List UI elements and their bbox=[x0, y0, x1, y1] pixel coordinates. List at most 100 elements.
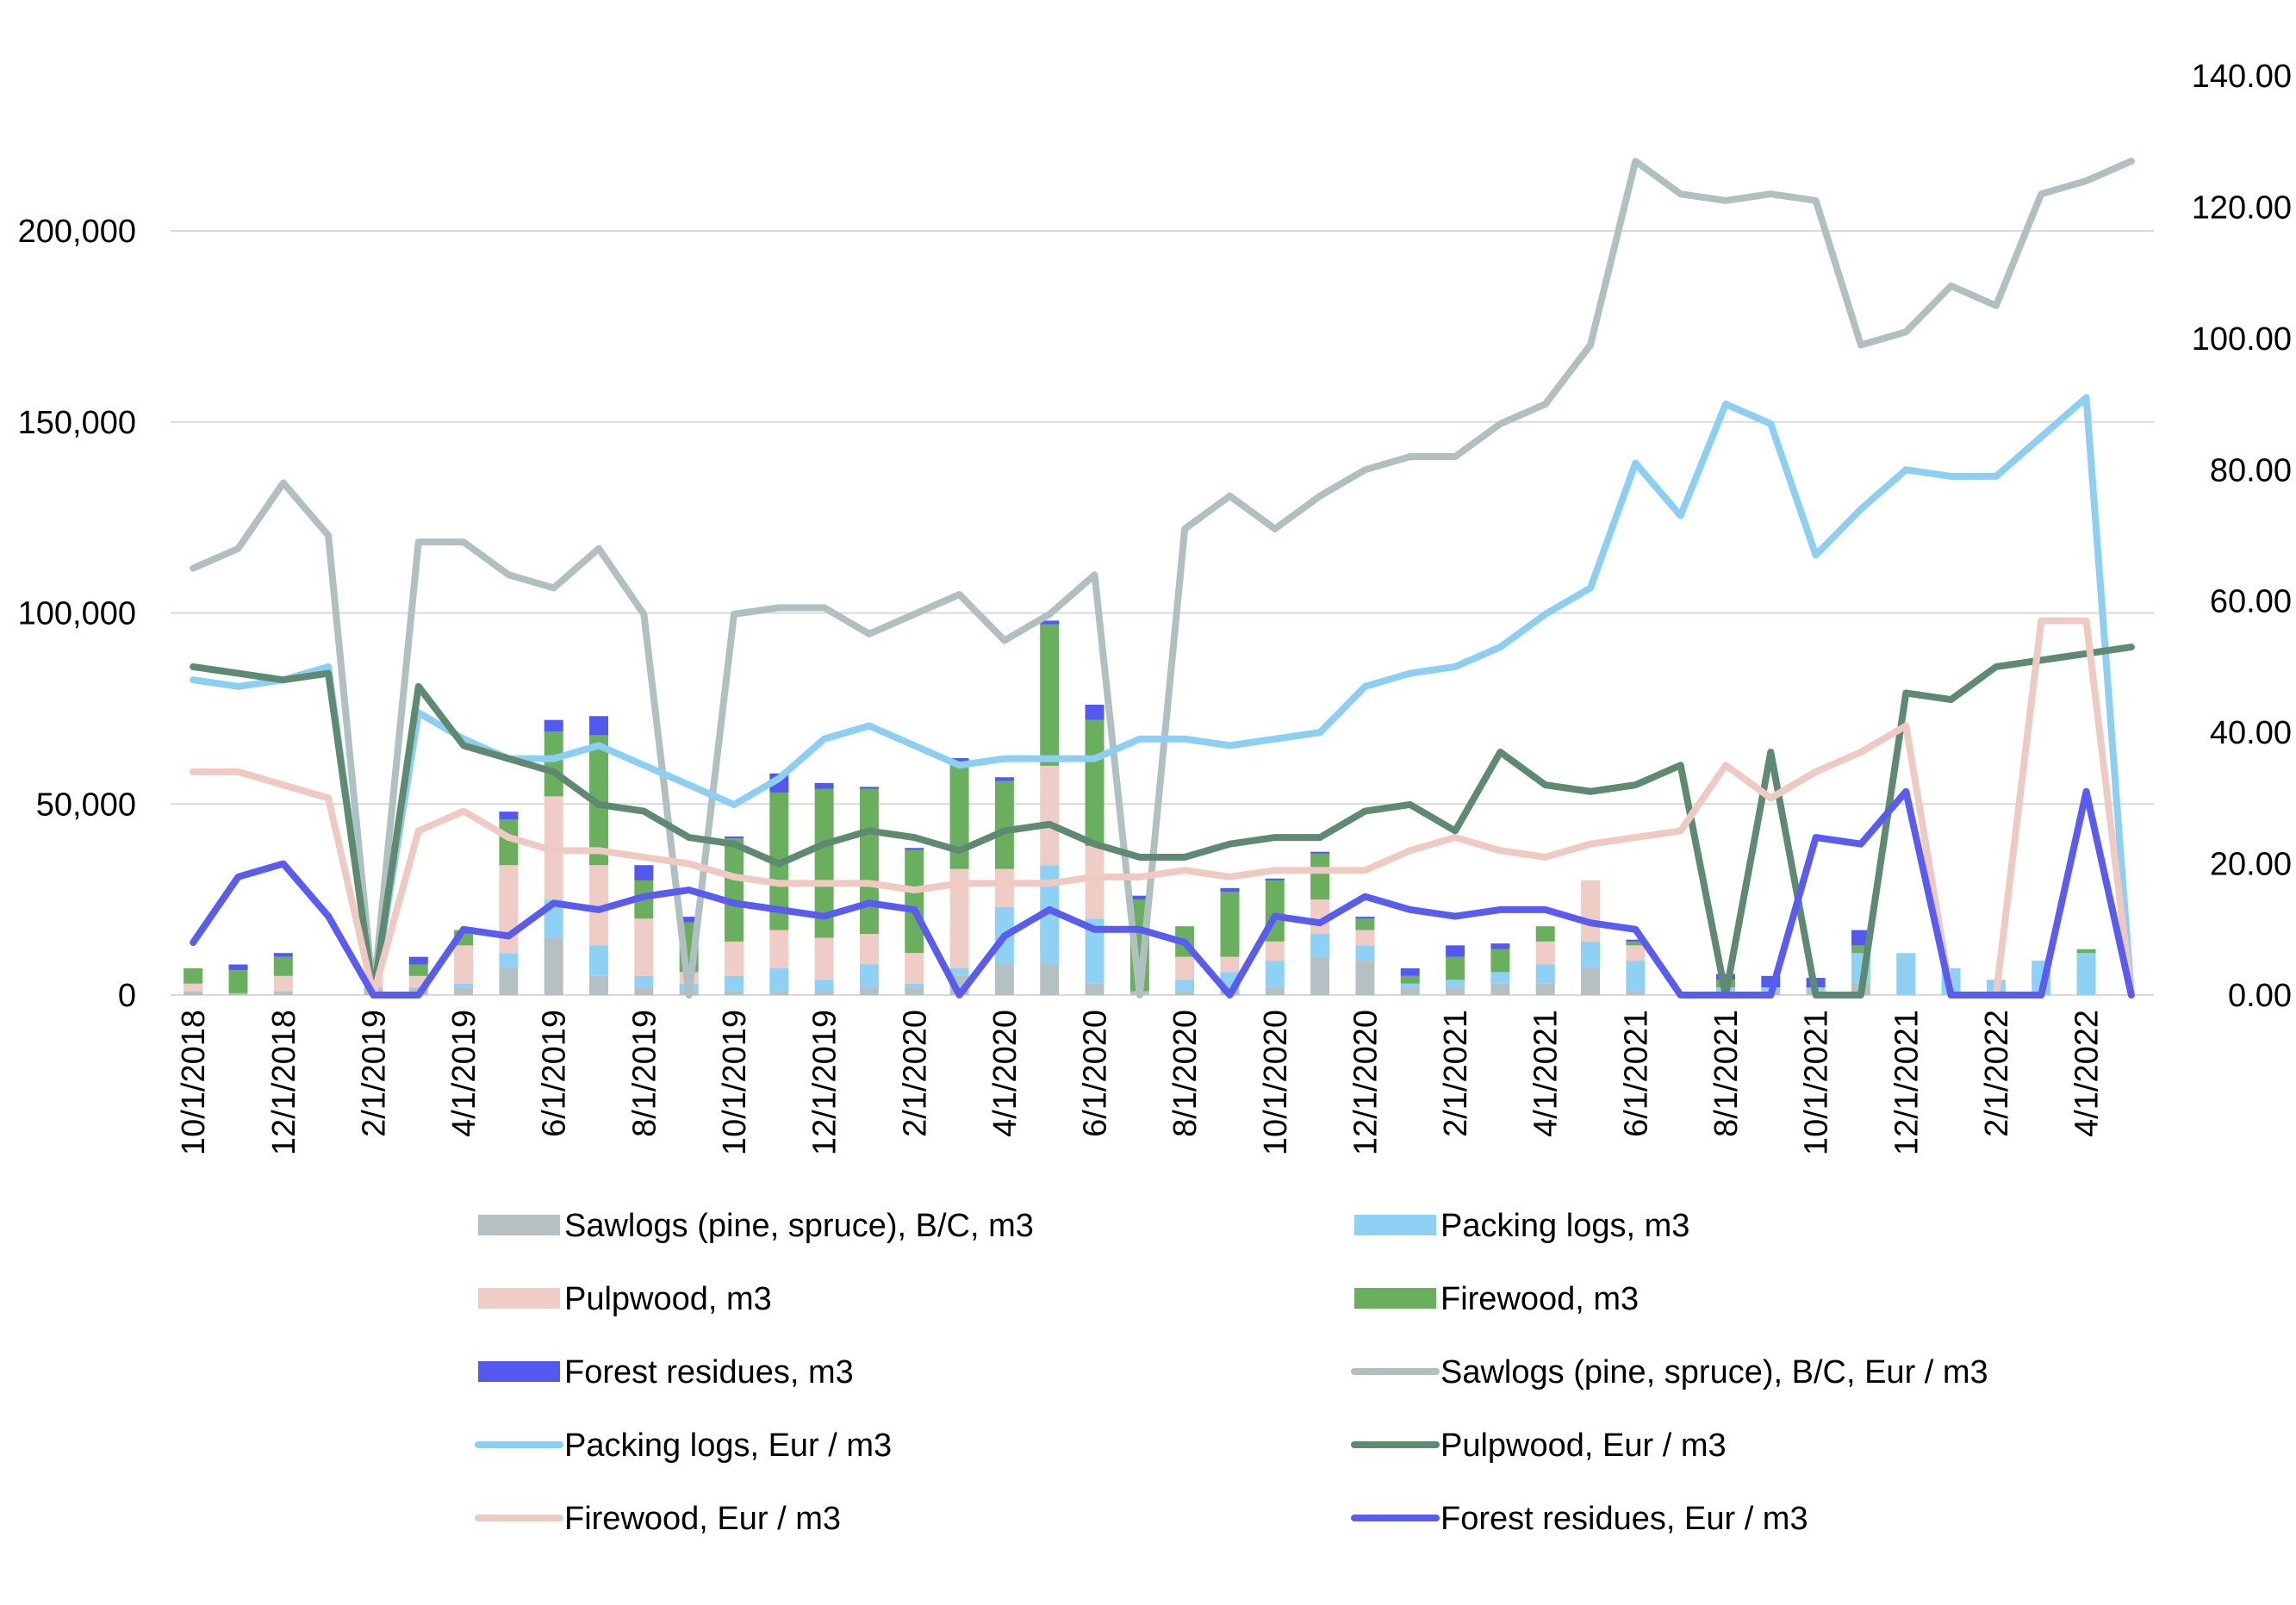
bar-1-11/1/2018 bbox=[228, 992, 248, 995]
x-axis-tick-label: 2/1/2022 bbox=[1979, 1010, 2015, 1137]
line-series-3 bbox=[190, 644, 2135, 998]
x-axis-tick-label: 8/1/2021 bbox=[1708, 1010, 1745, 1137]
x-axis-tick-label: 6/1/2019 bbox=[537, 1010, 573, 1137]
bar-1-10/1/2018 bbox=[184, 991, 203, 995]
bar-5-9/1/2020 bbox=[1220, 887, 1240, 893]
left-axis-tick-label: 150,000 bbox=[18, 405, 136, 441]
bar-5-4/1/2020 bbox=[994, 777, 1014, 781]
bar-4-6/1/2020 bbox=[1085, 719, 1104, 847]
line-series-5 bbox=[190, 787, 2135, 998]
bar-1-5/1/2021 bbox=[1581, 967, 1601, 995]
bar-3-10/1/2020 bbox=[1265, 941, 1285, 961]
bar-5-3/1/2020 bbox=[949, 758, 969, 762]
bar-3-1/1/2020 bbox=[859, 934, 879, 965]
legend-label: Firewood, Eur / m3 bbox=[564, 1501, 841, 1537]
bar-3-8/1/2020 bbox=[1175, 956, 1195, 980]
bar-4-11/1/2018 bbox=[228, 970, 248, 993]
bar-4-2/1/2021 bbox=[1446, 956, 1465, 980]
bar-3-10/1/2018 bbox=[184, 983, 203, 992]
legend: Sawlogs (pine, spruce), B/C, m3 Packing l… bbox=[475, 1208, 1988, 1537]
bar-1-8/1/2019 bbox=[634, 987, 654, 995]
bar-5-12/1/2018 bbox=[273, 953, 293, 957]
right-axis-tick-label: 20.00 bbox=[2210, 847, 2292, 883]
bar-2-8/1/2019 bbox=[634, 975, 654, 988]
bar-4-1/1/2020 bbox=[859, 788, 879, 935]
bar-2-5/1/2020 bbox=[1040, 865, 1060, 965]
legend-label: Pulpwood, m3 bbox=[564, 1281, 772, 1317]
bar-4-11/1/2021 bbox=[1851, 945, 1870, 954]
bar-2-6/1/2021 bbox=[1626, 961, 1646, 992]
bar-3-9/1/2020 bbox=[1220, 956, 1240, 973]
left-axis-ticks: 0 50,000 100,000 150,000 200,000 bbox=[18, 214, 136, 1014]
bar-2-8/1/2020 bbox=[1175, 980, 1195, 992]
x-axis-tick-label: 10/1/2021 bbox=[1799, 1010, 1835, 1155]
x-axis-tick-label: 8/1/2020 bbox=[1167, 1010, 1204, 1137]
bar-3-5/1/2021 bbox=[1581, 880, 1601, 942]
bar-3-8/1/2019 bbox=[634, 918, 654, 976]
bar-1-2/1/2020 bbox=[905, 987, 924, 995]
bar-5-10/1/2019 bbox=[724, 836, 744, 839]
left-axis-tick-label: 200,000 bbox=[18, 214, 136, 250]
legend-label: Pulpwood, Eur / m3 bbox=[1440, 1428, 1727, 1464]
bar-5-10/1/2020 bbox=[1265, 878, 1285, 880]
x-axis-tick-label: 12/1/2020 bbox=[1347, 1010, 1384, 1155]
bar-5-3/1/2021 bbox=[1490, 943, 1510, 949]
bar-5-1/1/2021 bbox=[1400, 967, 1420, 976]
legend-swatch bbox=[1354, 1288, 1436, 1309]
x-axis-tick-label: 12/1/2019 bbox=[807, 1010, 843, 1155]
legend-label: Sawlogs (pine, spruce), B/C, m3 bbox=[564, 1208, 1034, 1244]
bar-4-4/1/2020 bbox=[994, 781, 1014, 869]
bar-5-7/1/2019 bbox=[589, 716, 609, 736]
bar-2-10/1/2020 bbox=[1265, 961, 1285, 988]
x-axis-tick-label: 8/1/2019 bbox=[626, 1010, 663, 1137]
bar-3-12/1/2019 bbox=[814, 937, 834, 980]
bar-3-12/1/2020 bbox=[1355, 930, 1375, 946]
line-series-4 bbox=[190, 617, 2135, 998]
bar-4-12/1/2020 bbox=[1355, 918, 1375, 930]
x-axis-tick-label: 12/1/2021 bbox=[1888, 1010, 1925, 1155]
bar-1-5/1/2020 bbox=[1040, 964, 1060, 995]
bar-3-11/1/2019 bbox=[769, 930, 789, 968]
x-axis-tick-label: 4/1/2019 bbox=[446, 1010, 482, 1137]
bar-2-7/1/2019 bbox=[589, 945, 609, 976]
bar-1-1/1/2021 bbox=[1400, 987, 1420, 995]
right-axis-tick-label: 120.00 bbox=[2192, 190, 2292, 226]
x-axis-tick-label: 10/1/2020 bbox=[1258, 1010, 1294, 1155]
legend-swatch bbox=[478, 1361, 560, 1382]
right-axis-ticks: 0.00 20.00 40.00 60.00 80.00 100.00 120.00 140.… bbox=[2192, 59, 2292, 1014]
bar-5-11/1/2020 bbox=[1310, 851, 1330, 854]
right-axis-tick-label: 60.00 bbox=[2210, 584, 2292, 620]
bar-2-2/1/2020 bbox=[905, 983, 924, 988]
x-axis-tick-label: 2/1/2019 bbox=[356, 1010, 392, 1137]
right-axis-tick-label: 100.00 bbox=[2192, 321, 2292, 358]
x-axis-ticks: 10/1/2018 12/1/2018 2/1/2019 4/1/2019 6/1/20… bbox=[176, 1010, 2105, 1155]
bar-4-4/1/2022 bbox=[2076, 949, 2096, 954]
legend-label: Packing logs, Eur / m3 bbox=[564, 1428, 892, 1464]
bar-2-4/1/2021 bbox=[1535, 964, 1555, 984]
bar-3-4/1/2021 bbox=[1535, 941, 1555, 965]
bar-4-1/1/2021 bbox=[1400, 975, 1420, 984]
bar-2-11/1/2019 bbox=[769, 967, 789, 992]
bar-1-12/1/2018 bbox=[273, 991, 293, 995]
right-axis-tick-label: 140.00 bbox=[2192, 59, 2292, 95]
bar-2-4/1/2019 bbox=[454, 983, 474, 988]
legend-label: Packing logs, m3 bbox=[1440, 1208, 1689, 1244]
bar-5-2/1/2021 bbox=[1446, 945, 1465, 957]
bar-1-5/1/2019 bbox=[499, 967, 519, 995]
bar-3-6/1/2020 bbox=[1085, 846, 1104, 919]
bar-5-2/1/2020 bbox=[905, 848, 924, 850]
bar-2-3/1/2021 bbox=[1490, 972, 1510, 984]
bar-2-1/1/2021 bbox=[1400, 983, 1420, 988]
bar-3-5/1/2020 bbox=[1040, 765, 1060, 866]
legend-label: Forest residues, Eur / m3 bbox=[1440, 1501, 1808, 1537]
bar-5-9/1/2019 bbox=[679, 917, 699, 923]
bar-3-12/1/2018 bbox=[273, 975, 293, 992]
bar-4-9/1/2020 bbox=[1220, 892, 1240, 957]
bar-5-8/1/2019 bbox=[634, 865, 654, 880]
bar-2-2/1/2021 bbox=[1446, 980, 1465, 988]
bar-3-7/1/2019 bbox=[589, 865, 609, 946]
bar-4-7/1/2019 bbox=[589, 735, 609, 866]
bar-2-5/1/2021 bbox=[1581, 941, 1601, 968]
bar-3-4/1/2019 bbox=[454, 945, 474, 984]
bar-4-3/1/2021 bbox=[1490, 949, 1510, 973]
